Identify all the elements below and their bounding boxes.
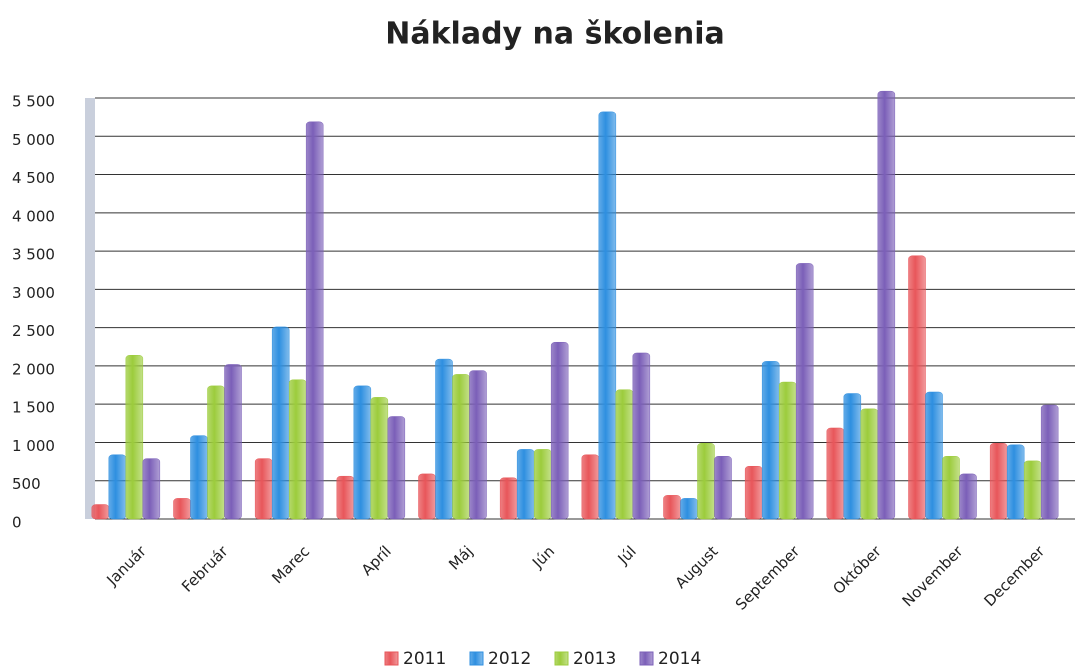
bar xyxy=(826,427,845,520)
bar xyxy=(499,477,518,520)
y-tick-label: 4 500 xyxy=(12,169,55,187)
bar xyxy=(795,263,814,520)
legend-swatch xyxy=(384,651,399,666)
bar xyxy=(778,381,797,520)
legend-label: 2014 xyxy=(658,649,701,669)
y-tick-label: 4 000 xyxy=(12,207,55,225)
bar xyxy=(336,475,355,520)
bar xyxy=(305,121,324,520)
bar xyxy=(108,454,127,520)
bar xyxy=(744,465,763,520)
y-tick-label: 2 500 xyxy=(12,322,55,340)
bar xyxy=(271,326,290,520)
x-tick-label: Máj xyxy=(445,542,476,573)
bar xyxy=(288,379,307,520)
bar xyxy=(91,504,110,520)
bar xyxy=(697,443,715,520)
bar xyxy=(353,385,372,520)
bar xyxy=(761,361,780,520)
bar xyxy=(714,456,732,520)
bar xyxy=(632,352,651,520)
bar xyxy=(387,416,406,520)
bar xyxy=(989,443,1008,520)
legend-label: 2012 xyxy=(488,649,531,669)
bar xyxy=(877,90,896,520)
x-tick-label: Január xyxy=(102,542,150,590)
x-tick-label: Október xyxy=(829,542,885,598)
y-tick-label: 1 000 xyxy=(12,437,55,455)
x-tick-label: Marec xyxy=(268,542,313,587)
y-tick-label: 2 000 xyxy=(12,360,55,378)
bar xyxy=(615,389,634,520)
bar xyxy=(860,408,879,520)
bar xyxy=(452,374,470,520)
x-tick-label: September xyxy=(732,542,804,614)
y-tick-label: 3 500 xyxy=(12,246,55,264)
bar xyxy=(190,435,208,520)
x-tick-label: Jún xyxy=(528,542,558,572)
legend-label: 2013 xyxy=(573,649,616,669)
x-tick-label: November xyxy=(899,542,967,610)
bar xyxy=(254,458,273,520)
bar xyxy=(598,111,617,520)
x-tick-label: Apríl xyxy=(358,542,395,579)
x-tick-label: Júl xyxy=(614,542,640,568)
x-tick-label: December xyxy=(980,542,1048,610)
y-tick-label: 0 xyxy=(12,514,22,532)
bar xyxy=(680,498,698,520)
x-tick-label: August xyxy=(672,542,722,592)
bar xyxy=(550,341,569,520)
bar xyxy=(908,255,926,520)
bar xyxy=(843,393,862,520)
bar xyxy=(370,397,389,520)
bar xyxy=(142,458,161,520)
bar xyxy=(942,456,960,520)
bar xyxy=(663,495,681,520)
legend-swatch xyxy=(639,651,654,666)
bar xyxy=(435,358,453,520)
y-tick-label: 5 500 xyxy=(12,93,55,111)
legend-label: 2011 xyxy=(403,649,446,669)
bar xyxy=(959,473,977,520)
bar xyxy=(1023,460,1042,520)
bar xyxy=(207,385,225,520)
bar xyxy=(125,355,144,520)
bar xyxy=(925,391,943,520)
legend-swatch xyxy=(554,651,569,666)
y-tick-label: 5 000 xyxy=(12,131,55,149)
bar xyxy=(533,449,552,520)
bar xyxy=(173,498,191,520)
bar xyxy=(581,454,600,520)
y-tick-label: 500 xyxy=(12,475,41,493)
bar xyxy=(1006,444,1025,520)
chart-title: Náklady na školenia xyxy=(385,17,724,52)
x-tick-label: Február xyxy=(178,542,232,596)
bar xyxy=(1040,404,1059,520)
y-tick-label: 1 500 xyxy=(12,399,55,417)
bar xyxy=(224,364,242,520)
bar xyxy=(418,473,436,520)
bar xyxy=(516,449,535,520)
bar xyxy=(469,370,487,520)
legend-swatch xyxy=(469,651,484,666)
y-tick-label: 3 000 xyxy=(12,284,55,302)
